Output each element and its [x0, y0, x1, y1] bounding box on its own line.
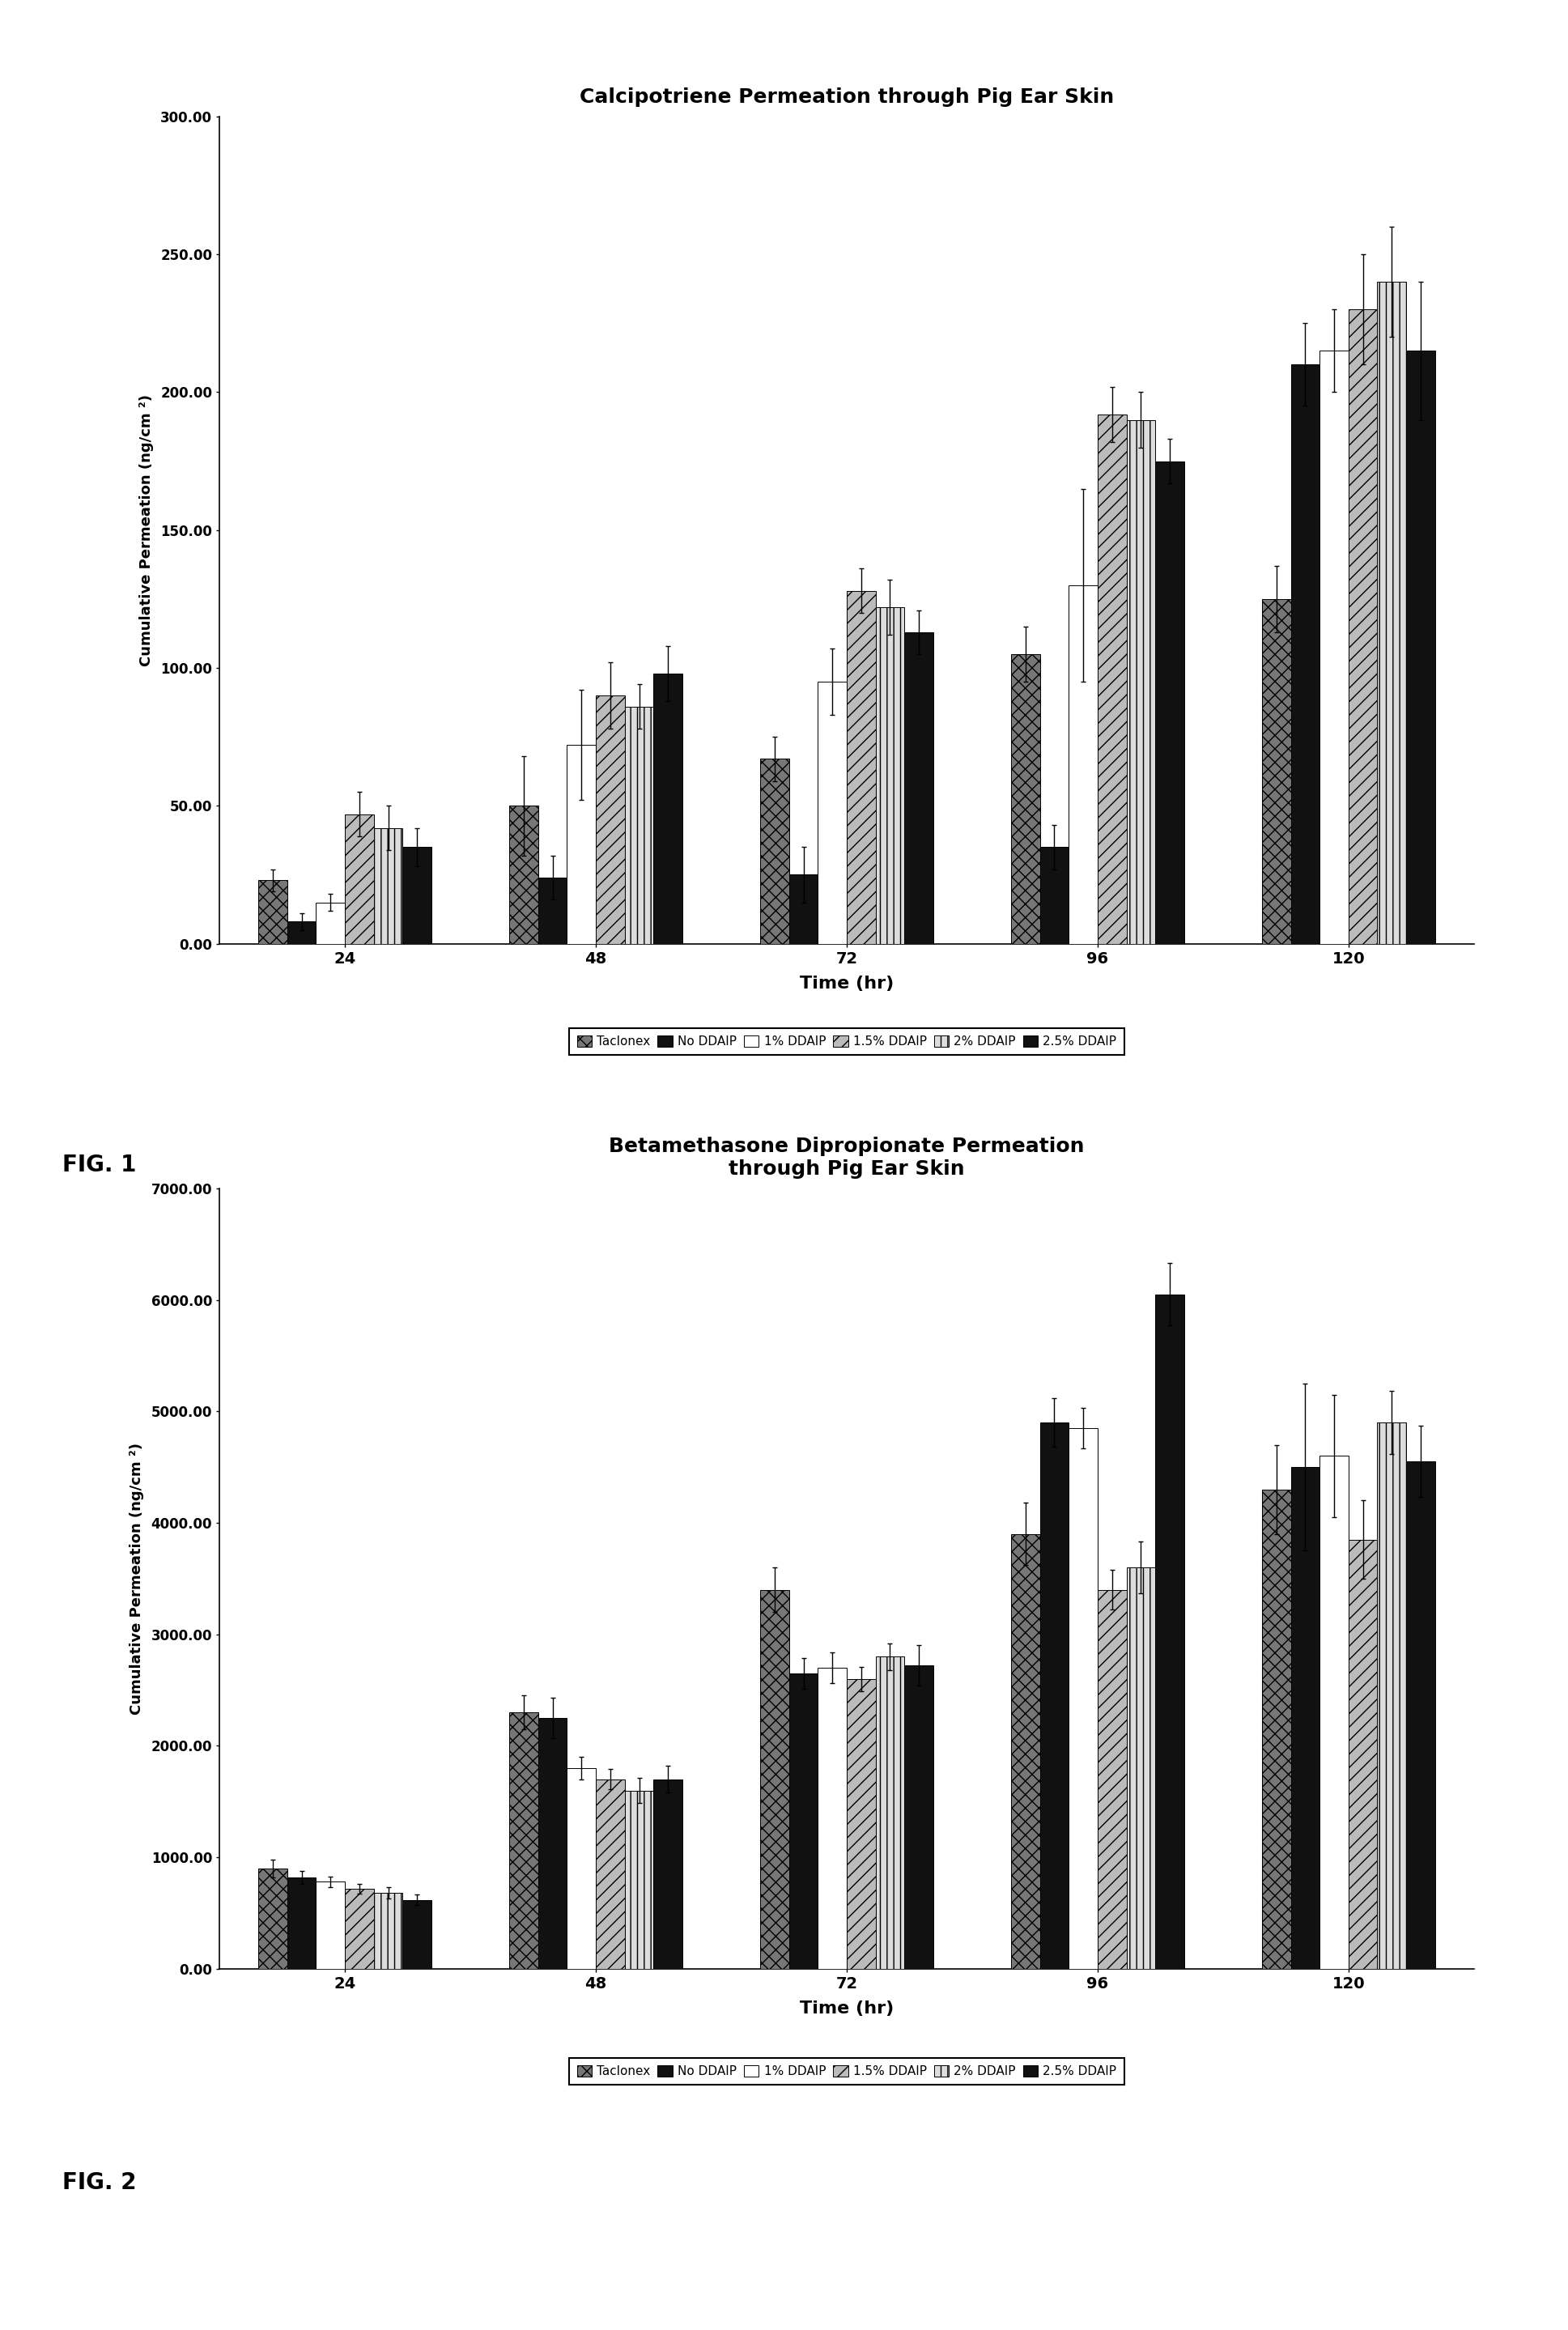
Bar	[1348, 310, 1377, 944]
Bar	[568, 1768, 596, 1969]
Bar	[1156, 461, 1184, 944]
Y-axis label: Cumulative Permeation (ng/cm ²): Cumulative Permeation (ng/cm ²)	[130, 1442, 144, 1715]
Bar	[624, 706, 654, 944]
Title: Calcipotriene Permeation through Pig Ear Skin: Calcipotriene Permeation through Pig Ear…	[580, 89, 1113, 107]
Bar	[403, 848, 431, 944]
Bar	[1011, 1533, 1040, 1969]
X-axis label: Time (hr): Time (hr)	[800, 976, 894, 993]
Bar	[1126, 1568, 1156, 1969]
Bar	[259, 1869, 287, 1969]
Bar	[760, 760, 789, 944]
Bar	[1348, 1540, 1377, 1969]
Title: Betamethasone Dipropionate Permeation
through Pig Ear Skin: Betamethasone Dipropionate Permeation th…	[608, 1137, 1085, 1179]
Bar	[373, 1892, 403, 1969]
Bar	[1069, 585, 1098, 944]
Bar	[568, 746, 596, 944]
Bar	[510, 1713, 538, 1969]
X-axis label: Time (hr): Time (hr)	[800, 2001, 894, 2018]
Bar	[1377, 282, 1406, 944]
Bar	[624, 1789, 654, 1969]
Text: FIG. 1: FIG. 1	[63, 1153, 136, 1177]
Bar	[760, 1589, 789, 1969]
Bar	[1262, 1489, 1290, 1969]
Bar	[818, 683, 847, 944]
Y-axis label: Cumulative Permeation (ng/cm ²): Cumulative Permeation (ng/cm ²)	[140, 394, 154, 666]
Bar	[287, 1878, 317, 1969]
Bar	[403, 1899, 431, 1969]
Bar	[1377, 1421, 1406, 1969]
Bar	[1011, 655, 1040, 944]
Bar	[1320, 352, 1348, 944]
Bar	[596, 697, 624, 944]
Bar	[538, 878, 568, 944]
Bar	[1126, 419, 1156, 944]
Bar	[875, 608, 905, 944]
Bar	[1406, 1461, 1435, 1969]
Bar	[1290, 1468, 1320, 1969]
Bar	[259, 881, 287, 944]
Bar	[1040, 848, 1069, 944]
Bar	[789, 874, 818, 944]
Bar	[654, 1780, 682, 1969]
Bar	[510, 806, 538, 944]
Bar	[818, 1668, 847, 1969]
Legend: Taclonex, No DDAIP, 1% DDAIP, 1.5% DDAIP, 2% DDAIP, 2.5% DDAIP: Taclonex, No DDAIP, 1% DDAIP, 1.5% DDAIP…	[569, 1028, 1124, 1055]
Bar	[373, 827, 403, 944]
Bar	[1098, 1589, 1126, 1969]
Bar	[345, 1890, 373, 1969]
Bar	[1290, 366, 1320, 944]
Bar	[596, 1780, 624, 1969]
Legend: Taclonex, No DDAIP, 1% DDAIP, 1.5% DDAIP, 2% DDAIP, 2.5% DDAIP: Taclonex, No DDAIP, 1% DDAIP, 1.5% DDAIP…	[569, 2057, 1124, 2085]
Bar	[317, 1883, 345, 1969]
Bar	[1040, 1421, 1069, 1969]
Bar	[1098, 415, 1126, 944]
Bar	[1156, 1293, 1184, 1969]
Bar	[1406, 352, 1435, 944]
Bar	[789, 1673, 818, 1969]
Bar	[1262, 599, 1290, 944]
Bar	[847, 1680, 875, 1969]
Bar	[1320, 1456, 1348, 1969]
Bar	[905, 631, 933, 944]
Bar	[875, 1657, 905, 1969]
Bar	[905, 1666, 933, 1969]
Bar	[345, 813, 373, 944]
Bar	[538, 1717, 568, 1969]
Text: FIG. 2: FIG. 2	[63, 2172, 136, 2195]
Bar	[287, 923, 317, 944]
Bar	[1069, 1428, 1098, 1969]
Bar	[654, 673, 682, 944]
Bar	[317, 902, 345, 944]
Bar	[847, 592, 875, 944]
